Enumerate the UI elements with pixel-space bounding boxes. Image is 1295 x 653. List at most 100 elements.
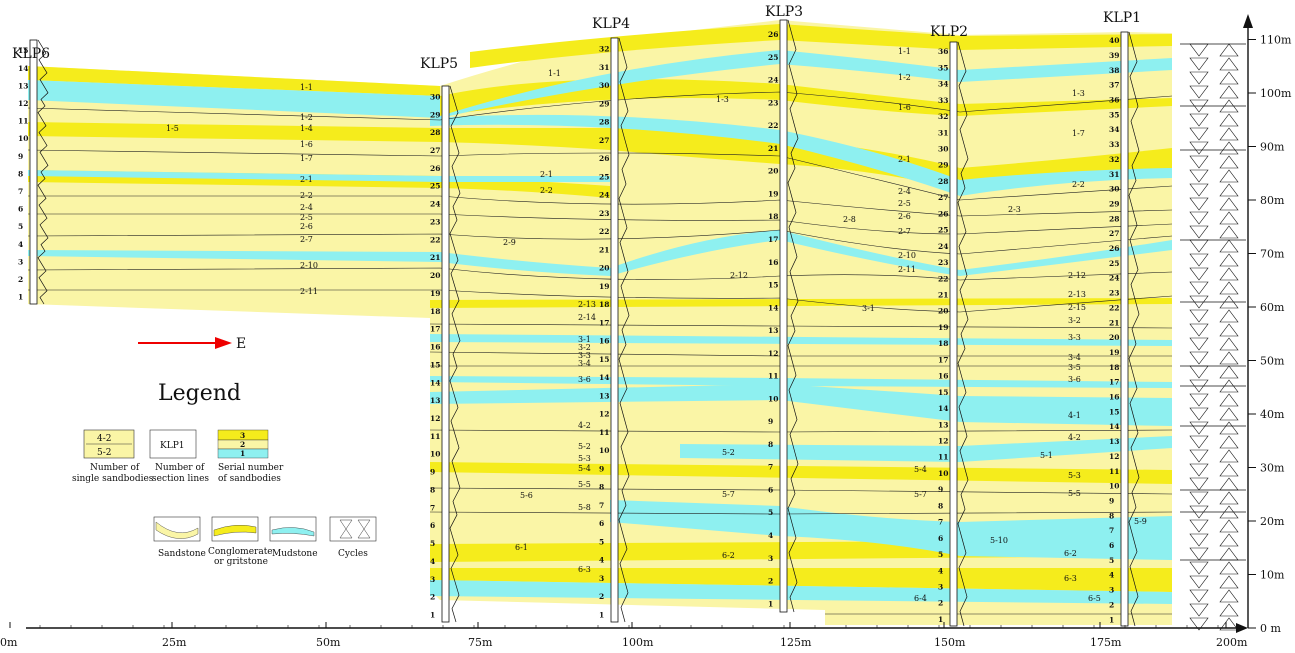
section-column: [1120, 31, 1129, 627]
bed-number: 11: [768, 372, 778, 381]
cycle-triangle: [1189, 57, 1239, 71]
section-columns: 1514131211109876543213029282726252423222…: [18, 19, 1140, 627]
bed-number: 14: [768, 303, 778, 312]
bed-number: 29: [430, 110, 440, 119]
bed-number: 26: [768, 30, 778, 39]
bed-number: 7: [599, 501, 604, 510]
bed-number: 38: [1109, 66, 1119, 75]
bed-number: 34: [1109, 125, 1119, 134]
grain-size-log: [957, 41, 969, 627]
legend-caption: Serial number: [218, 463, 284, 473]
y-tick-label: 90m: [1260, 141, 1285, 154]
bed-number: 22: [1109, 303, 1119, 312]
cycle-triangle: [1189, 603, 1239, 617]
sandbody-label: 3-6: [578, 375, 591, 384]
bed-number: 5: [430, 539, 435, 548]
mudstone-band: [28, 230, 1172, 276]
cycle-triangle: [1189, 323, 1239, 337]
section-line-swatch: [149, 429, 197, 459]
bed-number: 32: [599, 45, 609, 54]
bed-number: 36: [938, 47, 948, 56]
sandbody-label: 5-2: [722, 448, 735, 457]
serial-swatch-mudstone: [217, 448, 269, 459]
bed-number: 33: [1109, 140, 1119, 149]
legend-serial: 1: [240, 449, 245, 458]
legend-caption: single sandbodies: [72, 474, 154, 484]
section-label: KLP1: [1103, 10, 1141, 26]
bed-number: 1: [768, 599, 773, 608]
mudstone-band: [28, 50, 1172, 118]
legend-caption: section lines: [152, 474, 209, 484]
conglomerate-band: [470, 24, 1172, 68]
bed-number: 2: [768, 577, 773, 586]
bed-number: 17: [768, 235, 778, 244]
cycle-triangle: [1189, 435, 1239, 449]
bed-number: 22: [938, 274, 948, 283]
x-tick-label: 175m: [1090, 636, 1122, 649]
correlation-line: [27, 267, 1173, 281]
bed-number: 10: [430, 450, 440, 459]
x-tick-label: 150m: [934, 636, 966, 649]
bed-number: 36: [1109, 96, 1119, 105]
bed-number: 11: [599, 428, 609, 437]
sandbody-label: 2-3: [1008, 205, 1021, 214]
bed-number: 25: [430, 182, 440, 191]
section-column: [441, 85, 450, 623]
section-labels: KLP6 KLP5 KLP4 KLP3 KLP2 KLP1: [12, 4, 1141, 72]
bed-number: 21: [938, 291, 948, 300]
sandbody-label: 5-4: [578, 464, 591, 473]
cycle-triangle: [1189, 85, 1239, 99]
bed-number: 2: [1109, 600, 1114, 609]
bed-number: 13: [599, 391, 609, 400]
cycle-triangle: [1189, 393, 1239, 407]
bed-number: 35: [1109, 110, 1119, 119]
legend-sample-section: KLP1: [160, 441, 184, 451]
sandbody-label: 2-9: [503, 238, 516, 247]
sandbody-label: 5-5: [578, 480, 591, 489]
bed-number: 28: [430, 128, 440, 137]
cycle-triangle: [1189, 155, 1239, 169]
grain-size-log: [787, 19, 799, 613]
bed-number: 32: [938, 112, 948, 121]
sandbody-label: 5-10: [990, 536, 1008, 545]
bed-number: 33: [938, 96, 948, 105]
sandbody-label: 5-5: [1068, 489, 1081, 498]
x-tick-label: 200m: [1216, 636, 1248, 649]
bed-number: 30: [938, 145, 948, 154]
bed-number: 14: [938, 404, 948, 413]
sandbody-label: 2-2: [540, 186, 553, 195]
bed-number: 23: [938, 258, 948, 267]
bed-number: 23: [599, 209, 609, 218]
bed-number: 29: [599, 99, 609, 108]
bed-number: 11: [18, 117, 28, 126]
bed-number: 25: [938, 226, 948, 235]
mudstone-band: [430, 114, 1172, 196]
correlation-line: [28, 195, 1173, 217]
bed-number: 4: [768, 531, 773, 540]
bed-number: 13: [18, 81, 28, 90]
bed-number: 21: [599, 245, 609, 254]
bed-number: 1: [599, 610, 604, 619]
bed-number: 14: [430, 378, 440, 387]
bed-number: 16: [1109, 393, 1119, 402]
bed-number: 3: [599, 574, 604, 583]
sandbody-label: 2-6: [898, 212, 911, 221]
cycle-triangle: [1189, 463, 1239, 477]
sandbody-label: 1-6: [898, 103, 911, 112]
y-tick-label: 70m: [1260, 248, 1285, 261]
bed-number: 16: [430, 343, 440, 352]
sandbody-label: 3-1: [578, 335, 591, 344]
bed-number: 26: [1109, 244, 1119, 253]
section-column: [779, 19, 788, 613]
section-label: KLP4: [592, 16, 630, 32]
sandbody-label: 5-7: [914, 490, 927, 499]
sandbody-label: 1-1: [548, 69, 561, 78]
bed-number: 18: [599, 300, 609, 309]
bed-number: 5: [938, 550, 943, 559]
bed-number: 4: [430, 557, 435, 566]
bed-number: 16: [938, 372, 948, 381]
bed-number: 31: [599, 63, 609, 72]
sandbody-label: 2-5: [898, 199, 911, 208]
bed-number: 26: [938, 209, 948, 218]
x-tick-label: 100m: [622, 636, 654, 649]
